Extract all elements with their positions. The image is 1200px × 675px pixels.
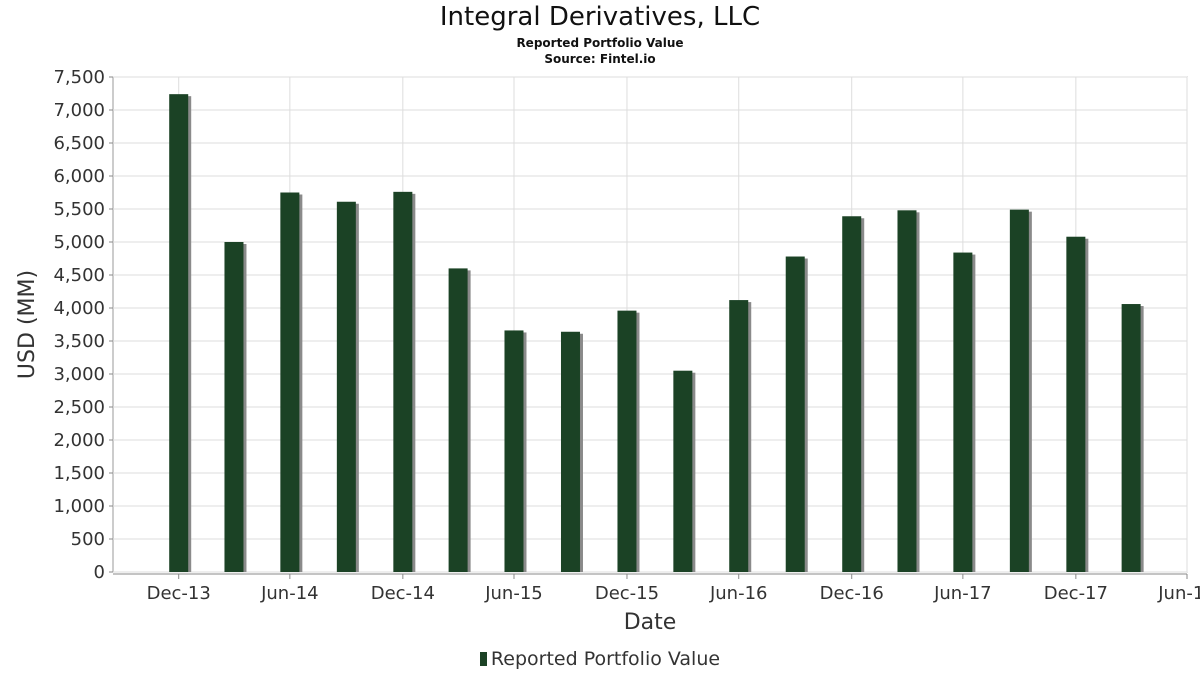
legend-label: Reported Portfolio Value [490, 648, 721, 670]
y-tick-label: 2,000 [53, 430, 105, 451]
y-tick-label: 1,000 [53, 496, 105, 517]
y-tick-label: 6,500 [53, 133, 105, 154]
legend: Reported Portfolio Value [0, 648, 1200, 670]
x-tick-label: Jun-18 [1157, 583, 1200, 604]
bar [393, 191, 413, 572]
bar [1066, 236, 1086, 572]
bar [169, 94, 189, 572]
y-axis-label: USD (MM) [15, 270, 40, 379]
x-tick-label: Jun-15 [484, 583, 543, 604]
x-tick-label: Dec-14 [371, 583, 435, 604]
y-tick-label: 7,500 [53, 67, 105, 88]
x-tick-label: Jun-14 [260, 583, 319, 604]
bar [617, 310, 637, 572]
y-tick-label: 5,000 [53, 232, 105, 253]
bar [897, 210, 917, 572]
bar [673, 370, 693, 572]
x-tick-label: Dec-13 [147, 583, 211, 604]
bar [448, 268, 468, 572]
x-tick-label: Jun-17 [933, 583, 992, 604]
chart-title: Integral Derivatives, LLC [439, 2, 761, 32]
bar [1121, 304, 1141, 572]
y-tick-label: 0 [94, 562, 105, 583]
bar [224, 242, 244, 572]
y-tick-label: 3,500 [53, 331, 105, 352]
x-axis-label: Date [624, 610, 677, 635]
x-tick-label: Dec-15 [595, 583, 659, 604]
bar [785, 256, 805, 572]
bar [1009, 209, 1029, 572]
bar [336, 201, 356, 573]
y-tick-label: 500 [71, 529, 105, 550]
y-tick-label: 7,000 [53, 100, 105, 121]
bar [280, 192, 300, 572]
bar [842, 216, 862, 572]
y-tick-label: 1,500 [53, 463, 105, 484]
x-tick-label: Dec-16 [820, 583, 884, 604]
bar [560, 331, 580, 572]
bar [729, 300, 749, 572]
y-tick-label: 4,000 [53, 298, 105, 319]
chart-subtitle: Reported Portfolio Value [516, 36, 684, 50]
y-tick-label: 5,500 [53, 199, 105, 220]
chart-source: Source: Fintel.io [544, 52, 656, 66]
legend-swatch [479, 652, 487, 666]
y-tick-label: 2,500 [53, 397, 105, 418]
x-tick-label: Jun-16 [709, 583, 768, 604]
bar [953, 252, 973, 572]
y-tick-label: 6,000 [53, 166, 105, 187]
y-tick-label: 4,500 [53, 265, 105, 286]
x-tick-label: Dec-17 [1044, 583, 1108, 604]
bar [504, 330, 524, 572]
y-tick-label: 3,000 [53, 364, 105, 385]
